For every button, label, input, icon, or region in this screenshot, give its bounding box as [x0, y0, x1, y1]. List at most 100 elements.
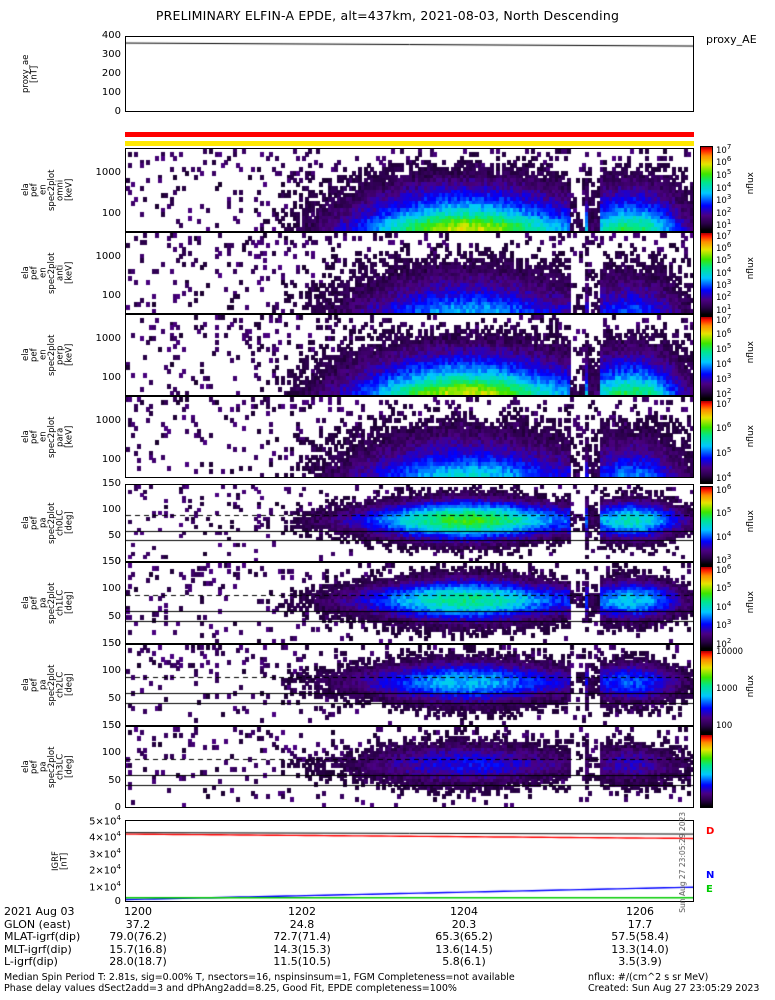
- colorbar-gradient-perp: [701, 317, 712, 399]
- colorbar-title-omni: nflux: [746, 171, 756, 195]
- table-cell: 13.3(14.0): [611, 942, 669, 956]
- page-title: PRELIMINARY ELFIN-A EPDE, alt=437km, 202…: [155, 8, 620, 23]
- colorbar-title-ch1lc: nflux: [746, 591, 756, 614]
- panel-ch0lc: [125, 484, 694, 562]
- tick-proxy_ae-2: 200: [101, 68, 121, 79]
- colorbar-tick-anti-4: 103: [716, 277, 732, 291]
- tick-igrf-5: 0: [114, 896, 121, 907]
- colorbar-tick-anti-6: 101: [716, 302, 732, 316]
- colorbar-tick-para-1: 106: [716, 421, 732, 435]
- colorbar-labels-ch1lc: 106 105 104 103 102: [716, 562, 750, 650]
- tick-omni-1: 100: [101, 207, 121, 219]
- panel-para: [125, 396, 694, 478]
- panel-igrf: [125, 820, 694, 902]
- tick-proxy_ae-3: 100: [101, 87, 121, 98]
- tick-igrf-2: 3×104: [89, 846, 121, 861]
- colorbar-omni: [700, 146, 713, 232]
- panel-canvas-ch1lc: [126, 563, 693, 643]
- table-cell: 14.3(15.3): [273, 942, 331, 956]
- status-bar-red: [125, 132, 694, 137]
- colorbar-labels-ch2lc: 10000 1000 100: [716, 646, 750, 734]
- colorbar-tick-omni-6: 101: [716, 218, 732, 232]
- panel-ch3lc: [125, 726, 694, 808]
- summary-table: 2021 Aug 03 1200 1202 1204 1206 GLON (east) 37…: [4, 905, 772, 969]
- tick-ch1lc-3: 0: [114, 638, 121, 649]
- panel-ticks-omni: 1000 100: [83, 148, 121, 232]
- table-row: MLT-igrf(dip) 15.7(16.8) 14.3(15.3) 13.6(14…: [4, 942, 772, 957]
- colorbar-labels-omni: 107 106 105 104 103 102 101: [716, 143, 750, 232]
- panel-ticks-ch3lc: 150 100 50 0: [83, 721, 121, 813]
- table-cell: 3.5(3.9): [618, 955, 662, 969]
- colorbar-gradient-omni: [701, 147, 712, 231]
- tick-ch0lc-3: 0: [114, 556, 121, 567]
- panel-canvas-ch2lc: [126, 645, 693, 725]
- panel-canvas-ch0lc: [126, 485, 693, 561]
- panel-omni: [125, 148, 694, 232]
- tick-perp-1: 100: [101, 371, 121, 383]
- colorbar-tick-ch0lc-3: 103: [716, 553, 732, 566]
- panel-ylabel-igrf: IGRF [nT]: [51, 851, 70, 871]
- tick-ch0lc-1: 100: [101, 504, 121, 515]
- table-cell: 72.7(71.4): [273, 930, 331, 944]
- colorbar-tick-ch0lc-1: 105: [716, 506, 732, 519]
- colorbar-ch0lc: [700, 486, 713, 566]
- panel-canvas-para: [126, 397, 693, 477]
- colorbar-tick-ch1lc-2: 104: [716, 599, 732, 613]
- colorbar-title-perp: nflux: [746, 341, 756, 364]
- table-row: MLAT-igrf(dip) 79.0(76.2) 72.7(71.4) 65.3(6…: [4, 931, 772, 944]
- status-bar-yellow: [125, 141, 694, 146]
- colorbar-tick-omni-1: 106: [716, 155, 732, 169]
- tick-ch1lc-1: 100: [101, 583, 121, 595]
- tick-ch0lc-2: 50: [108, 530, 121, 541]
- colorbar-tick-ch2lc-0: 10000: [716, 646, 744, 657]
- tick-perp-0: 1000: [95, 332, 121, 344]
- tick-ch3lc-0: 150: [101, 720, 121, 731]
- table-cell: 5.8(6.1): [442, 955, 486, 969]
- colorbar-labels-anti: 107 106 105 104 103 102 101: [716, 228, 750, 316]
- tick-ch2lc-1: 100: [101, 665, 121, 677]
- colorbar-tick-ch2lc-2: 100: [716, 720, 733, 731]
- panel-canvas-anti: [126, 233, 693, 313]
- colorbar-tick-perp-3: 104: [716, 357, 732, 370]
- panel-ylabel-ch0lc: ela pef pa spec2plot ch0LC [deg]: [21, 502, 75, 544]
- colorbar-para: [700, 400, 713, 484]
- colorbar-gradient-ch1lc: [701, 567, 712, 649]
- colorbar-tick-ch1lc-4: 102: [716, 636, 732, 650]
- tick-igrf-4: 1×104: [89, 879, 121, 893]
- tick-ch3lc-3: 0: [114, 802, 121, 813]
- igrf-legend-e: E: [706, 884, 713, 895]
- table-row: 2021 Aug 03 1200 1202 1204 1206: [4, 905, 772, 919]
- footnote-left: Median Spin Period T: 2.81s, sig=0.00% T…: [4, 972, 515, 994]
- colorbar-tick-anti-2: 105: [716, 253, 732, 267]
- table-cell: 15.7(16.8): [109, 942, 167, 956]
- table-row: GLON (east) 37.2 24.8 20.3 17.7: [4, 918, 772, 932]
- tick-igrf-1: 4×104: [89, 830, 121, 844]
- colorbar-tick-perp-1: 106: [716, 327, 732, 341]
- panel-proxy_ae: [125, 36, 694, 112]
- footnote-right: nflux: #/(cm^2 s sr MeV) Created: Sun Au…: [588, 972, 760, 994]
- panel-ticks-ch2lc: 150 100 50 0: [83, 639, 121, 731]
- colorbar-tick-ch1lc-0: 106: [716, 562, 732, 576]
- panel-ylabel-ch1lc: ela pef pa spec2plot ch1LC [deg]: [21, 582, 75, 624]
- colorbar-tick-perp-2: 105: [716, 342, 732, 356]
- colorbar-gradient-ch2lc: [701, 651, 712, 733]
- panel-ylabel-omni: ela pef en spec2plot omni [keV]: [21, 169, 75, 211]
- colorbar-tick-para-3: 104: [716, 470, 732, 484]
- tick-ch2lc-0: 150: [101, 638, 121, 649]
- colorbar-tick-omni-2: 105: [716, 167, 732, 181]
- panel-canvas-perp: [126, 315, 693, 395]
- colorbar-tick-omni-5: 102: [716, 205, 732, 219]
- tick-ch3lc-2: 50: [108, 774, 121, 786]
- colorbar-labels-para: 107 106 105 104: [716, 397, 750, 484]
- colorbar-tick-anti-0: 107: [716, 228, 732, 242]
- colorbar-tick-anti-3: 104: [716, 265, 732, 279]
- panel-ticks-perp: 1000 100: [83, 314, 121, 396]
- table-row-label: L-igrf(dip): [4, 955, 58, 969]
- colorbar-tick-ch0lc-0: 106: [716, 482, 732, 496]
- tick-omni-0: 1000: [95, 167, 121, 179]
- tick-ch3lc-1: 100: [101, 747, 121, 759]
- panel-ticks-anti: 1000 100: [83, 232, 121, 314]
- tick-proxy_ae-1: 300: [101, 49, 121, 60]
- colorbar-tick-ch0lc-2: 104: [716, 529, 732, 543]
- colorbar-labels-ch0lc: 106 105 104 103: [716, 482, 750, 566]
